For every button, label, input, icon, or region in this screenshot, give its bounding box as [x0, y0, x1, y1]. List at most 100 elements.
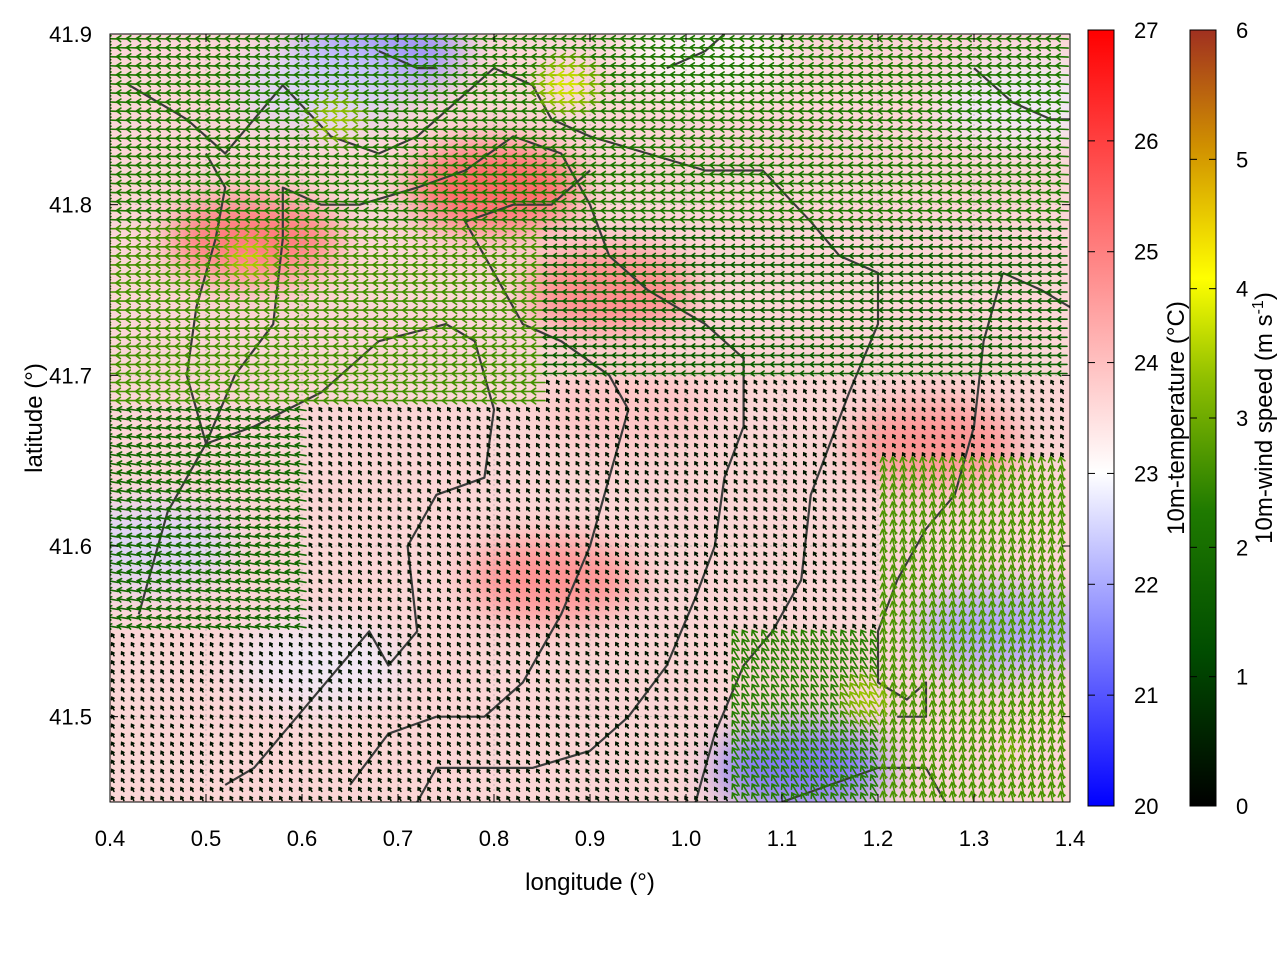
wind-arrow [407, 723, 412, 729]
wind-arrow [417, 750, 422, 756]
wind-arrow [605, 696, 610, 702]
wind-arrow [357, 406, 363, 413]
wind-arrow [644, 795, 649, 802]
wind-arrow [367, 451, 372, 458]
wind-arrow [348, 732, 353, 738]
wind-arrow [704, 569, 709, 576]
wind-arrow [189, 678, 194, 684]
wind-arrow [535, 786, 541, 793]
wind-arrow [427, 795, 432, 802]
wind-arrow [120, 632, 125, 639]
wind-arrow [259, 741, 264, 747]
wind-arrow [1040, 424, 1045, 431]
wind-arrow [338, 551, 343, 557]
wind-arrow [496, 723, 501, 729]
wind-arrow [535, 741, 541, 747]
wind-arrow [189, 650, 194, 657]
wind-arrow [328, 659, 333, 666]
wind-arrow [407, 714, 412, 720]
wind-arrow [713, 587, 719, 594]
wind-arrow [713, 696, 719, 702]
wind-arrow [684, 659, 689, 666]
wind-arrow [694, 741, 699, 747]
wind-arrow [397, 668, 402, 675]
wind-arrow [654, 696, 659, 702]
wind-arrow [800, 755, 810, 769]
wind-arrow [793, 587, 798, 594]
wind-arrow [387, 406, 392, 413]
wind-arrow [526, 795, 531, 802]
wind-arrow [595, 732, 600, 738]
wind-arrow [446, 632, 452, 639]
wind-arrow [704, 669, 709, 675]
wind-arrow [150, 632, 155, 639]
wind-arrow [140, 650, 145, 657]
wind-arrow [751, 674, 760, 688]
wind-arrow [812, 488, 817, 494]
wind-arrow [318, 687, 323, 693]
wind-arrow [535, 650, 541, 657]
wind-arrow [506, 777, 511, 784]
wind-arrow [830, 746, 839, 760]
wind-arrow [694, 379, 699, 386]
wind-arrow [150, 705, 155, 711]
wind-arrow [120, 795, 125, 802]
wind-arrow [466, 488, 471, 494]
wind-arrow [328, 605, 333, 612]
wind-arrow [239, 741, 244, 747]
wind-arrow [417, 687, 422, 693]
wind-arrow [733, 451, 738, 458]
wind-arrow [901, 406, 906, 413]
wind-arrow [753, 551, 758, 557]
wind-arrow [839, 700, 850, 716]
wind-arrow [545, 795, 550, 802]
wind-arrow [733, 379, 738, 386]
wind-arrow [526, 488, 531, 494]
wind-arrow [802, 551, 808, 557]
wind-arrow [357, 470, 363, 476]
wind-arrow [308, 623, 313, 630]
wind-arrow [852, 379, 857, 386]
wind-arrow [743, 406, 748, 413]
wind-arrow [526, 605, 531, 612]
wind-arrow [476, 406, 481, 413]
wind-arrow [209, 723, 214, 729]
wind-arrow [812, 397, 817, 404]
wind-arrow [219, 668, 224, 675]
wind-arrow [367, 696, 372, 702]
wind-arrow [802, 524, 808, 530]
temperature-anomaly [466, 538, 637, 623]
wind-arrow [555, 732, 560, 738]
wind-arrow [770, 638, 780, 652]
wind-arrow [338, 714, 343, 720]
wind-arrow [466, 569, 471, 576]
wind-arrow [298, 741, 303, 747]
wind-arrow [318, 668, 323, 675]
wind-arrow [694, 632, 699, 639]
wind-arrow [575, 506, 580, 512]
wind-arrow [535, 714, 541, 720]
wind-arrow [654, 723, 659, 729]
wind-arrow [209, 632, 214, 639]
wind-arrow [790, 665, 800, 679]
wind-arrow [644, 379, 649, 386]
wind-arrow [486, 723, 491, 729]
wind-arrow [694, 551, 699, 557]
wind-arrow [219, 696, 224, 702]
wind-arrow [1000, 397, 1005, 404]
wind-arrow [140, 659, 145, 666]
wind-arrow [318, 723, 323, 729]
wind-arrow [1010, 433, 1015, 440]
wind-arrow [713, 406, 719, 413]
wind-arrow [605, 488, 610, 494]
wind-arrow [783, 587, 788, 594]
wind-arrow [545, 650, 550, 657]
wind-arrow [407, 668, 412, 675]
wind-arrow [810, 773, 819, 787]
wind-arrow [239, 705, 244, 711]
wind-arrow [751, 773, 760, 787]
wind-arrow [595, 424, 600, 431]
wind-arrow [731, 683, 740, 697]
wind-arrow [417, 641, 422, 648]
wind-arrow [338, 659, 343, 666]
